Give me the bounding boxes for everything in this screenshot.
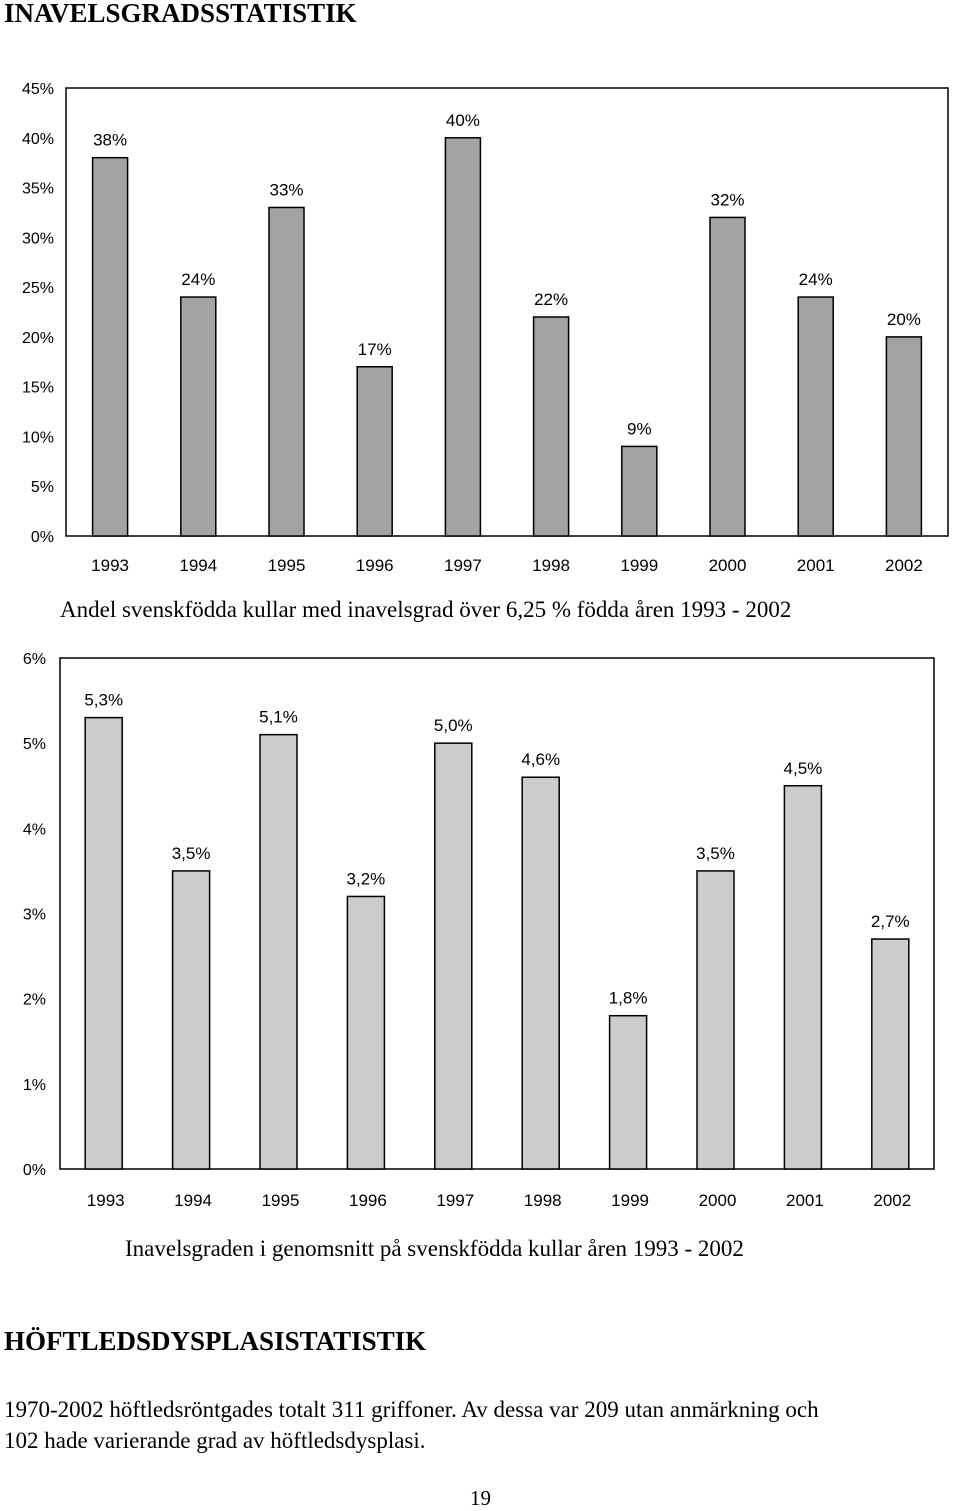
inbreeding-section-heading: INAVELSGRADSSTATISTIK xyxy=(4,0,357,28)
data-label: 4,6% xyxy=(521,750,560,769)
x-tick-label: 2001 xyxy=(786,1191,824,1210)
bar-1996 xyxy=(356,366,393,537)
data-label: 22% xyxy=(534,290,568,309)
x-tick-label: 1994 xyxy=(174,1191,212,1210)
y-tick-label: 20% xyxy=(22,330,54,347)
y-tick-label: 3% xyxy=(23,907,46,924)
bar-1998 xyxy=(532,316,570,537)
bar-1999 xyxy=(608,1014,648,1170)
y-tick-label: 15% xyxy=(22,380,54,397)
plot-frame xyxy=(65,87,949,537)
data-label: 5,0% xyxy=(434,716,473,735)
data-label: 5,1% xyxy=(259,708,298,727)
data-label: 40% xyxy=(446,111,480,130)
bar-2002 xyxy=(871,938,910,1170)
data-label: 24% xyxy=(181,270,215,289)
data-label: 1,8% xyxy=(609,989,648,1008)
bar-1995 xyxy=(259,733,298,1170)
data-label: 17% xyxy=(358,340,392,359)
x-tick-label: 1997 xyxy=(444,556,482,575)
bar-1993 xyxy=(84,716,123,1170)
x-tick-label: 1998 xyxy=(524,1191,562,1210)
y-tick-label: 1% xyxy=(23,1077,46,1094)
page-number: 19 xyxy=(470,1486,491,1510)
x-tick-label: 1994 xyxy=(179,556,217,575)
bar-1994 xyxy=(180,296,217,537)
data-label: 33% xyxy=(269,180,303,199)
bar-1995 xyxy=(268,206,305,537)
bar-1996 xyxy=(346,895,386,1170)
y-tick-label: 0% xyxy=(31,529,54,546)
data-label: 3,2% xyxy=(347,869,386,888)
chart2-caption: Inavelsgraden i genomsnitt på svenskfödd… xyxy=(125,1236,744,1261)
x-tick-label: 1996 xyxy=(356,556,394,575)
bar-1994 xyxy=(171,870,211,1170)
y-tick-label: 6% xyxy=(23,651,46,668)
inbreeding-share-bar-chart: 0% 5% 10% 15% 20% 25% 30% 35% 40% 45% 38% 1993 24% 19… xyxy=(22,81,949,575)
data-label: 3,5% xyxy=(696,844,735,863)
paragraph-line-1: 1970-2002 höftledsröntgades totalt 311 g… xyxy=(4,1397,819,1422)
x-tick-label: 1996 xyxy=(349,1191,387,1210)
bar-1997 xyxy=(434,742,473,1170)
data-label: 32% xyxy=(710,190,744,209)
bar-2001 xyxy=(783,785,823,1170)
y-tick-label: 4% xyxy=(23,821,46,838)
average-inbreeding-bar-chart: 0% 1% 2% 3% 4% 5% 6% 5,3% 1993 3,5% 1994 5,1% 1995 3,… xyxy=(23,651,935,1210)
y-tick-label: 5% xyxy=(31,479,54,496)
bar-1993 xyxy=(91,156,129,537)
x-tick-label: 1993 xyxy=(87,1191,125,1210)
bar-2001 xyxy=(797,296,834,537)
data-label: 2,7% xyxy=(871,912,910,931)
y-tick-label: 5% xyxy=(23,736,46,753)
chart1-caption: Andel svenskfödda kullar med inavelsgrad… xyxy=(60,597,792,622)
bar-1998 xyxy=(521,776,560,1170)
x-tick-label: 2002 xyxy=(885,556,923,575)
y-tick-label: 10% xyxy=(22,429,54,446)
data-label: 4,5% xyxy=(784,759,823,778)
x-tick-label: 2000 xyxy=(699,1191,737,1210)
bar-1999 xyxy=(621,445,658,537)
y-tick-label: 45% xyxy=(22,81,54,98)
y-tick-label: 35% xyxy=(22,181,54,198)
data-label: 3,5% xyxy=(172,844,211,863)
x-tick-label: 1999 xyxy=(620,556,658,575)
bar-2002 xyxy=(885,336,923,537)
data-label: 5,3% xyxy=(84,691,123,710)
x-tick-label: 2001 xyxy=(797,556,835,575)
hip-dysplasia-section-heading: HÖFTLEDSDYSPLASISTATISTIK xyxy=(4,1326,427,1356)
plot-frame xyxy=(59,657,935,1170)
y-tick-label: 30% xyxy=(22,230,54,247)
data-label: 24% xyxy=(799,270,833,289)
y-tick-label: 25% xyxy=(22,280,54,297)
x-tick-label: 1995 xyxy=(262,1191,300,1210)
y-tick-label: 2% xyxy=(23,992,46,1009)
data-label: 9% xyxy=(627,419,652,438)
x-tick-label: 2002 xyxy=(873,1191,911,1210)
bar-2000 xyxy=(696,870,735,1170)
x-tick-label: 1997 xyxy=(436,1191,474,1210)
data-label: 20% xyxy=(887,310,921,329)
y-tick-label: 40% xyxy=(22,131,54,148)
data-label: 38% xyxy=(93,131,127,150)
x-tick-label: 1999 xyxy=(611,1191,649,1210)
x-tick-label: 1993 xyxy=(91,556,129,575)
y-tick-label: 0% xyxy=(23,1162,46,1179)
bar-1997 xyxy=(444,137,482,537)
x-tick-label: 1998 xyxy=(532,556,570,575)
bar-2000 xyxy=(709,216,746,537)
hip-dysplasia-paragraph: 1970-2002 höftledsröntgades totalt 311 g… xyxy=(4,1394,819,1456)
paragraph-line-2: 102 hade varierande grad av höftledsdysp… xyxy=(4,1428,426,1453)
x-tick-label: 2000 xyxy=(709,556,747,575)
x-tick-label: 1995 xyxy=(268,556,306,575)
